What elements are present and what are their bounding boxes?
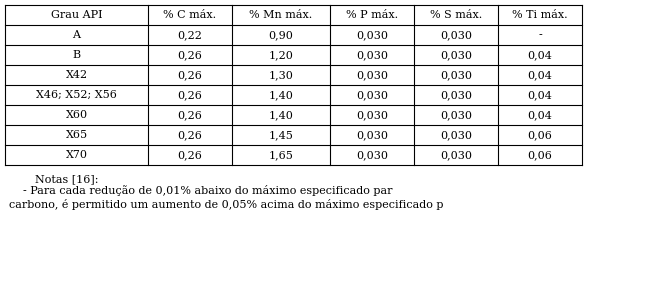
Text: carbono, é permitido um aumento de 0,05% acima do máximo especificado p: carbono, é permitido um aumento de 0,05%… bbox=[9, 200, 443, 210]
Text: Grau API: Grau API bbox=[51, 10, 102, 20]
Text: 1,20: 1,20 bbox=[269, 50, 294, 60]
Text: 0,030: 0,030 bbox=[440, 50, 472, 60]
Text: X70: X70 bbox=[66, 150, 87, 160]
Text: 0,030: 0,030 bbox=[440, 70, 472, 80]
Text: B: B bbox=[72, 50, 81, 60]
Text: % C máx.: % C máx. bbox=[164, 10, 217, 20]
Text: -: - bbox=[538, 30, 542, 40]
Text: X60: X60 bbox=[66, 110, 87, 120]
Text: 1,40: 1,40 bbox=[269, 90, 294, 100]
Text: 0,030: 0,030 bbox=[440, 110, 472, 120]
Text: - Para cada redução de 0,01% abaixo do máximo especificado par: - Para cada redução de 0,01% abaixo do m… bbox=[9, 185, 392, 196]
Text: X42: X42 bbox=[66, 70, 87, 80]
Text: 1,65: 1,65 bbox=[269, 150, 294, 160]
Text: A: A bbox=[72, 30, 81, 40]
Text: 0,22: 0,22 bbox=[177, 30, 202, 40]
Text: Notas [16]:: Notas [16]: bbox=[35, 174, 99, 184]
Text: 1,30: 1,30 bbox=[269, 70, 294, 80]
Text: 0,26: 0,26 bbox=[177, 150, 202, 160]
Text: 0,030: 0,030 bbox=[356, 50, 388, 60]
Text: 0,04: 0,04 bbox=[528, 70, 553, 80]
Text: 0,030: 0,030 bbox=[356, 110, 388, 120]
Text: 0,26: 0,26 bbox=[177, 110, 202, 120]
Text: 0,030: 0,030 bbox=[356, 130, 388, 140]
Text: 0,030: 0,030 bbox=[356, 30, 388, 40]
Text: 0,26: 0,26 bbox=[177, 50, 202, 60]
Text: 0,04: 0,04 bbox=[528, 50, 553, 60]
Text: X46; X52; X56: X46; X52; X56 bbox=[36, 90, 117, 100]
Text: 1,45: 1,45 bbox=[269, 130, 294, 140]
Text: 0,030: 0,030 bbox=[440, 90, 472, 100]
Text: % Ti máx.: % Ti máx. bbox=[512, 10, 568, 20]
Text: 0,030: 0,030 bbox=[356, 70, 388, 80]
Text: 0,26: 0,26 bbox=[177, 130, 202, 140]
Text: 0,030: 0,030 bbox=[440, 150, 472, 160]
Text: 1,40: 1,40 bbox=[269, 110, 294, 120]
Text: 0,90: 0,90 bbox=[269, 30, 294, 40]
Text: 0,030: 0,030 bbox=[356, 90, 388, 100]
Text: 0,06: 0,06 bbox=[528, 130, 553, 140]
Text: 0,030: 0,030 bbox=[440, 30, 472, 40]
Text: % S máx.: % S máx. bbox=[430, 10, 482, 20]
Text: 0,04: 0,04 bbox=[528, 110, 553, 120]
Text: 0,06: 0,06 bbox=[528, 150, 553, 160]
Text: 0,030: 0,030 bbox=[356, 150, 388, 160]
Text: 0,26: 0,26 bbox=[177, 70, 202, 80]
Text: X65: X65 bbox=[66, 130, 87, 140]
Text: % P máx.: % P máx. bbox=[346, 10, 398, 20]
Text: 0,26: 0,26 bbox=[177, 90, 202, 100]
Text: 0,04: 0,04 bbox=[528, 90, 553, 100]
Text: % Mn máx.: % Mn máx. bbox=[250, 10, 313, 20]
Text: 0,030: 0,030 bbox=[440, 130, 472, 140]
